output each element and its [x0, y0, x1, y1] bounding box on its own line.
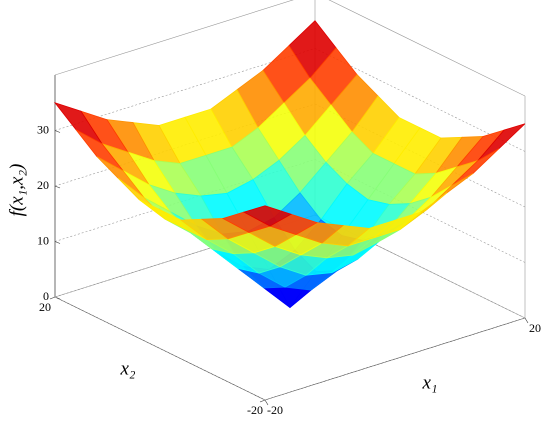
z-tick-label: 20	[37, 178, 49, 192]
grid-line	[54, 296, 266, 401]
tick-mark	[524, 317, 529, 324]
grid-line	[314, 214, 526, 319]
x2-tick-label: 20	[39, 300, 51, 314]
box-edge	[328, 0, 526, 97]
x2-axis-label: x₂	[119, 358, 135, 379]
surface-face	[262, 286, 312, 309]
tick-mark	[264, 399, 269, 406]
z-tick-label: 10	[37, 233, 49, 247]
grid-line	[54, 214, 316, 298]
z-axis-label: f(x₁,x₂)	[6, 164, 27, 217]
tick-mark	[54, 130, 61, 133]
z-tick-label: 30	[37, 122, 49, 136]
tick-mark	[259, 399, 266, 403]
surface-face	[242, 205, 292, 227]
x1-axis-label: x₁	[421, 372, 437, 393]
tick-mark	[49, 296, 56, 300]
x1-tick-label: -20	[267, 403, 283, 417]
tick-mark	[54, 185, 61, 189]
x2-tick-label: -20	[247, 403, 263, 417]
tick-mark	[54, 241, 61, 244]
box-edge	[54, 0, 294, 76]
grid-line	[314, 48, 526, 152]
grid-line	[264, 317, 526, 401]
x1-tick-label: 20	[529, 321, 541, 335]
z-tick-label: 0	[43, 289, 49, 303]
